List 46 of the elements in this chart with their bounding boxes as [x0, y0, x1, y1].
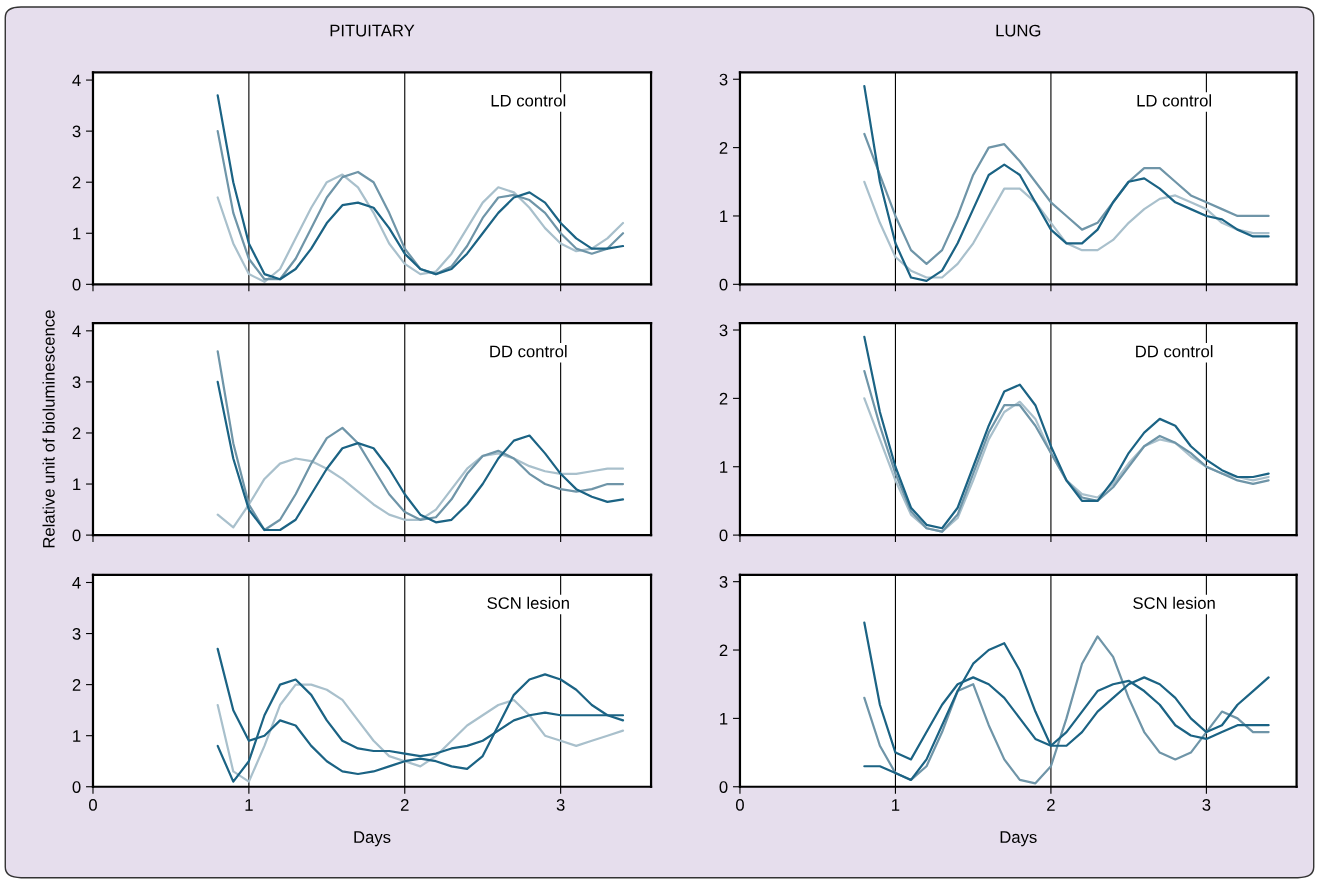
- x-tick-label: 3: [1202, 799, 1211, 811]
- annotation: LD control: [1137, 94, 1211, 107]
- y-tick-label: 3: [719, 324, 728, 337]
- annotation: SCN lesion: [1133, 596, 1215, 609]
- y-tick-label: 0: [719, 529, 728, 542]
- x-axis-title: Days: [354, 831, 391, 847]
- y-tick-label: 3: [719, 73, 728, 86]
- y-tick-label: 3: [719, 576, 728, 588]
- y-tick-label: 4: [72, 325, 81, 337]
- y-tick-label: 2: [72, 679, 81, 691]
- y-tick-label: 0: [719, 781, 728, 793]
- y-tick-label: 2: [72, 427, 81, 440]
- annotation: DD control: [1136, 345, 1213, 358]
- y-tick-label: 2: [719, 142, 728, 154]
- y-tick-label: 1: [73, 227, 81, 240]
- y-tick-label: 0: [72, 529, 81, 542]
- y-tick-label: 3: [72, 376, 81, 389]
- y-tick-label: 3: [72, 627, 81, 640]
- x-tick-label: 2: [1047, 799, 1055, 811]
- y-axis-title: Relative unit of bioluminescence: [42, 310, 55, 548]
- y-tick-label: 0: [72, 278, 81, 291]
- y-tick-label: 1: [73, 730, 81, 742]
- y-tick-label: 1: [720, 210, 728, 222]
- annotation: SCN lesion: [487, 596, 569, 609]
- y-tick-label: 2: [719, 392, 728, 405]
- x-tick-label: 1: [892, 799, 900, 811]
- x-tick-label: 0: [89, 799, 97, 811]
- y-tick-label: 2: [719, 644, 728, 657]
- y-tick-label: 0: [72, 781, 81, 793]
- y-tick-label: 2: [72, 176, 81, 189]
- x-tick-label: 1: [245, 799, 253, 811]
- x-tick-label: 0: [735, 799, 744, 811]
- annotation: LD control: [491, 94, 566, 107]
- chart-title: PITUITARY: [330, 24, 415, 37]
- annotation: DD control: [490, 345, 567, 358]
- y-tick-label: 0: [719, 278, 728, 291]
- y-tick-label: 4: [72, 577, 81, 589]
- chart-title: LUNG: [996, 24, 1041, 37]
- y-tick-label: 4: [72, 74, 81, 87]
- y-tick-label: 1: [720, 712, 728, 725]
- x-tick-label: 2: [400, 799, 409, 811]
- y-tick-label: 3: [72, 125, 81, 138]
- x-axis-title: Days: [1000, 831, 1037, 847]
- y-tick-label: 1: [720, 461, 728, 473]
- y-tick-label: 1: [73, 478, 81, 491]
- x-tick-label: 3: [556, 799, 565, 811]
